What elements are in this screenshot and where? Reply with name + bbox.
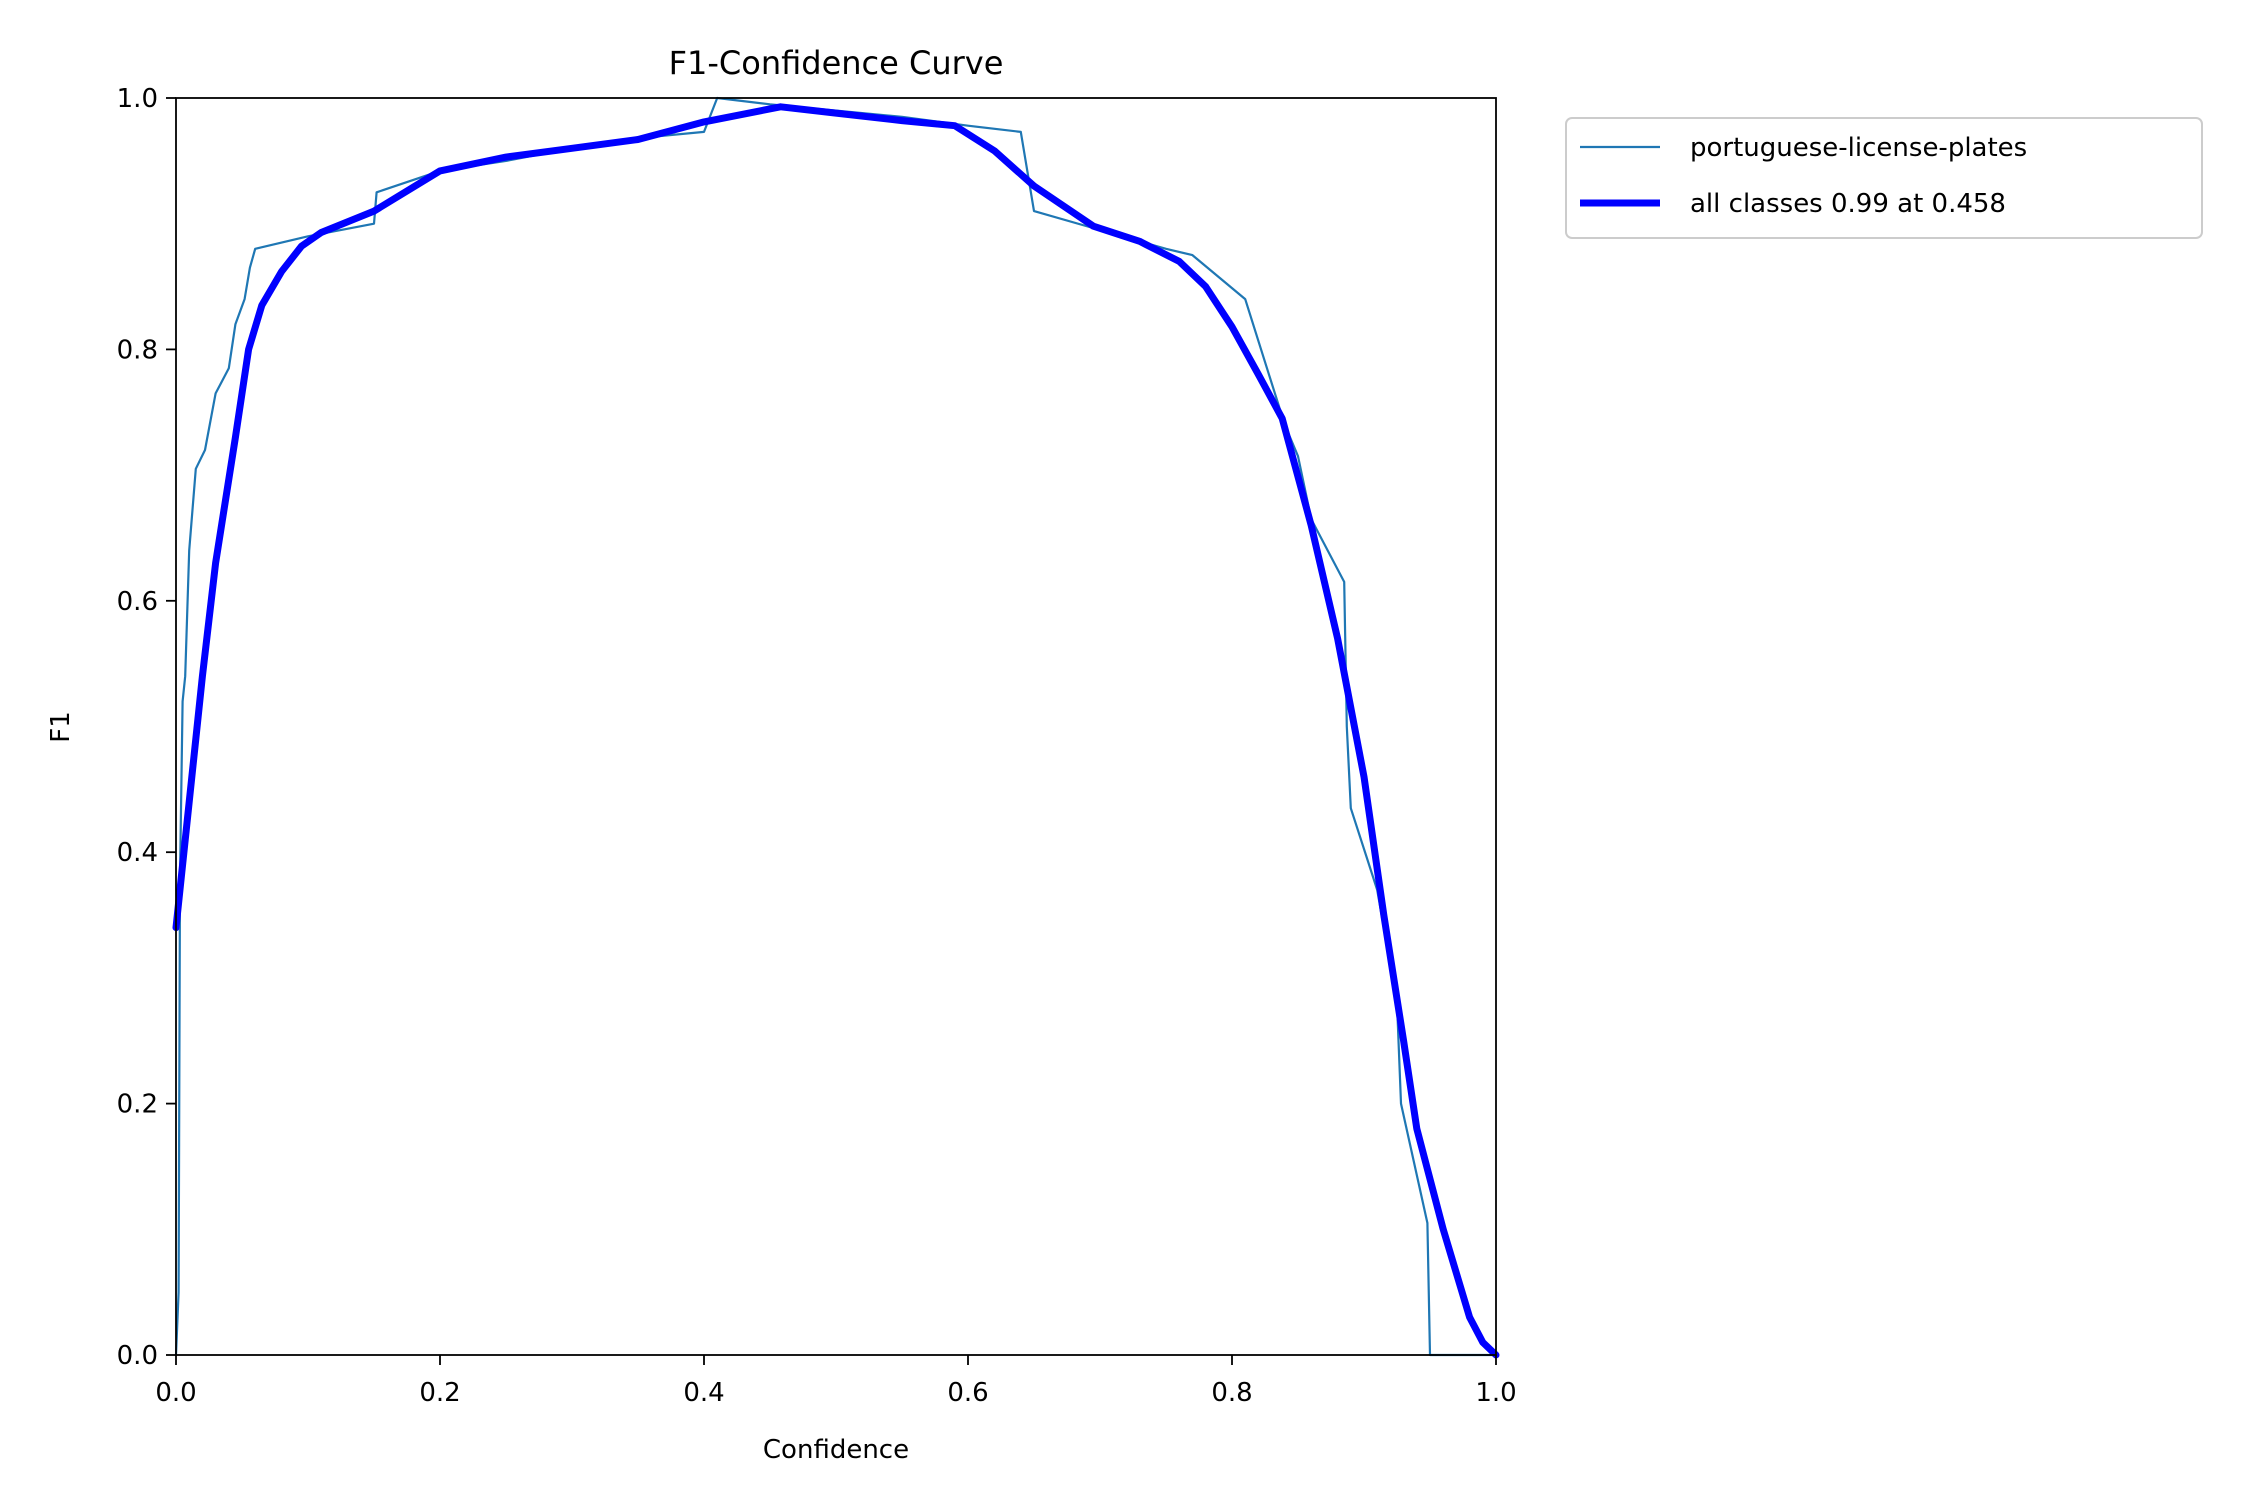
y-tick-label: 1.0 [117, 84, 158, 114]
y-axis-label: F1 [46, 711, 76, 743]
y-tick-label: 0.4 [117, 838, 158, 868]
x-tick-label: 0.8 [1211, 1378, 1252, 1408]
plot-frame [176, 98, 1496, 1355]
y-axis: 0.0 0.2 0.4 0.6 0.8 1.0 [117, 84, 176, 1371]
legend-label-portuguese-license-plates: portuguese-license-plates [1690, 133, 2027, 163]
x-tick-label: 0.4 [683, 1378, 724, 1408]
legend-box [1565, 117, 2203, 239]
y-tick-label: 0.8 [117, 335, 158, 365]
plot-area [172, 96, 1500, 1359]
x-axis-label: Confidence [763, 1435, 909, 1465]
legend-label-all-classes: all classes 0.99 at 0.458 [1690, 189, 2006, 219]
y-tick-label: 0.0 [117, 1341, 158, 1371]
x-axis: 0.0 0.2 0.4 0.6 0.8 1.0 [155, 1355, 1517, 1408]
plot-border [175, 97, 1497, 1356]
legend: portuguese-license-plates all classes 0.… [1565, 117, 2203, 239]
x-tick-label: 0.2 [419, 1378, 460, 1408]
y-tick-label: 0.2 [117, 1090, 158, 1120]
y-tick-label: 0.6 [117, 587, 158, 617]
x-tick-label: 0.0 [155, 1378, 196, 1408]
x-tick-label: 1.0 [1475, 1378, 1516, 1408]
x-tick-label: 0.6 [947, 1378, 988, 1408]
series-line-1 [172, 103, 1500, 1359]
chart-title: F1-Confidence Curve [669, 44, 1004, 82]
